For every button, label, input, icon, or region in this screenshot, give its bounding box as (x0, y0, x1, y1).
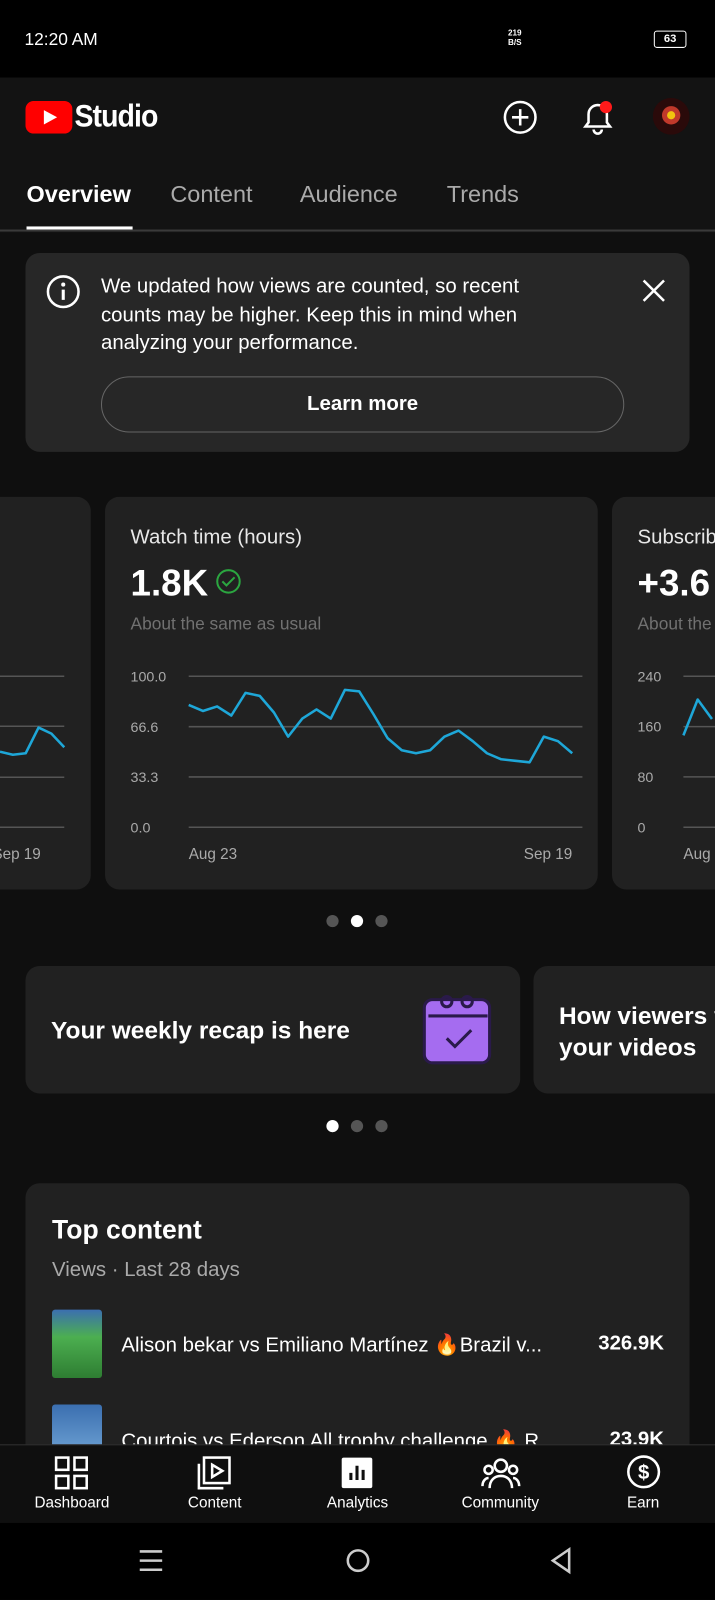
thumbnail[interactable] (52, 1309, 102, 1379)
x-tick-label: Sep 19 (0, 846, 41, 863)
recap-title: How viewers find your videos (558, 1002, 715, 1062)
net-speed: 219 B/S (508, 29, 522, 47)
y-tick-label: 66.6 (131, 720, 159, 736)
nav-item[interactable]: Community (461, 1494, 539, 1512)
recap-card[interactable]: Your weekly recap is here (25, 965, 521, 1094)
divider (0, 229, 715, 232)
nav-icon (54, 1456, 88, 1490)
video-title[interactable]: Alison bekar vs Emiliano Martínez 🔥Brazi… (121, 1334, 543, 1357)
metric-card (0, 496, 91, 890)
trend-line (682, 698, 713, 736)
metric-carousel: Watch time (hours) 1.8K About the same a… (0, 496, 715, 890)
calendar-icon (422, 995, 492, 1065)
status-bar: 12:20 AM 219 B/S 63 (0, 0, 715, 78)
notice-card: We updated how views are counted, so rec… (25, 252, 690, 452)
trend-line (0, 726, 66, 757)
nav-item[interactable]: Earn (626, 1494, 660, 1512)
page-dots (326, 1119, 388, 1133)
y-tick-label: 160 (638, 720, 662, 736)
recap-card[interactable]: How viewers find your videos (533, 965, 715, 1094)
tab[interactable]: Audience (299, 180, 398, 208)
learn-more-button[interactable]: Learn more (100, 376, 625, 433)
speed: 219 (507, 28, 522, 38)
y-tick-label: 0 (638, 820, 646, 836)
nav-icon (341, 1457, 373, 1489)
nav-item[interactable]: Analytics (326, 1494, 389, 1512)
close-button[interactable] (639, 275, 670, 306)
time: 12:20 AM (24, 29, 98, 49)
logo (25, 100, 73, 134)
notifications-button[interactable] (577, 98, 618, 139)
app-title: Studio (74, 97, 158, 134)
tab[interactable]: Content (170, 180, 253, 208)
x-tick-label: Aug 23 (189, 846, 237, 863)
metric-card (612, 496, 715, 890)
nav-icon (481, 1458, 521, 1489)
system-nav (0, 1522, 715, 1600)
y-tick-label: 240 (638, 669, 662, 685)
speed-unit: B/S (507, 37, 522, 47)
metric-title: Watch time (hours) (131, 527, 302, 549)
check-icon (216, 569, 241, 594)
nav-item[interactable]: Dashboard (34, 1494, 110, 1512)
notice-text: We updated how views are counted, so rec… (100, 275, 520, 354)
nav-icon (197, 1456, 231, 1490)
bottom-nav: $ Dashboard Content Analytics Community … (0, 1444, 715, 1524)
create-button[interactable] (501, 98, 542, 139)
nav-icon: $ (627, 1455, 661, 1489)
metric-value: +3.6 (638, 563, 711, 604)
y-tick-label: 0.0 (131, 820, 151, 836)
y-tick-label: 80 (638, 770, 654, 786)
battery: 63 (653, 30, 687, 48)
recap-title: Your weekly recap is here (51, 1016, 350, 1045)
tab[interactable]: Trends (446, 180, 519, 208)
y-tick-label: 100.0 (131, 669, 167, 685)
page-dots (326, 914, 388, 928)
section-title: Top content (52, 1213, 202, 1245)
nav-item[interactable]: Content (187, 1494, 242, 1512)
header: Studio Overview Content Audience Trends (0, 77, 715, 233)
top-content-card: Top content Views · Last 28 days Alison … (25, 1183, 690, 1490)
trend-line (188, 688, 574, 764)
left-grid (0, 675, 65, 828)
video-views: 326.9K (598, 1332, 665, 1355)
section-subtitle: Views · Last 28 days (52, 1258, 240, 1282)
tab-indicator (26, 226, 133, 230)
svg-text:$: $ (638, 1462, 650, 1484)
metric-value: 1.8K (131, 563, 209, 604)
x-tick-label: Aug (683, 846, 710, 863)
tab[interactable]: Overview (26, 180, 131, 208)
metric-title: Subscribers (638, 527, 715, 549)
metric-note: About the same as usual (131, 613, 322, 633)
x-tick-label: Sep 19 (524, 846, 572, 863)
info-icon (46, 275, 80, 309)
metric-card (105, 496, 598, 890)
y-tick-label: 33.3 (131, 770, 159, 786)
avatar[interactable] (652, 97, 690, 135)
metric-note: About the same as usual (638, 613, 715, 633)
